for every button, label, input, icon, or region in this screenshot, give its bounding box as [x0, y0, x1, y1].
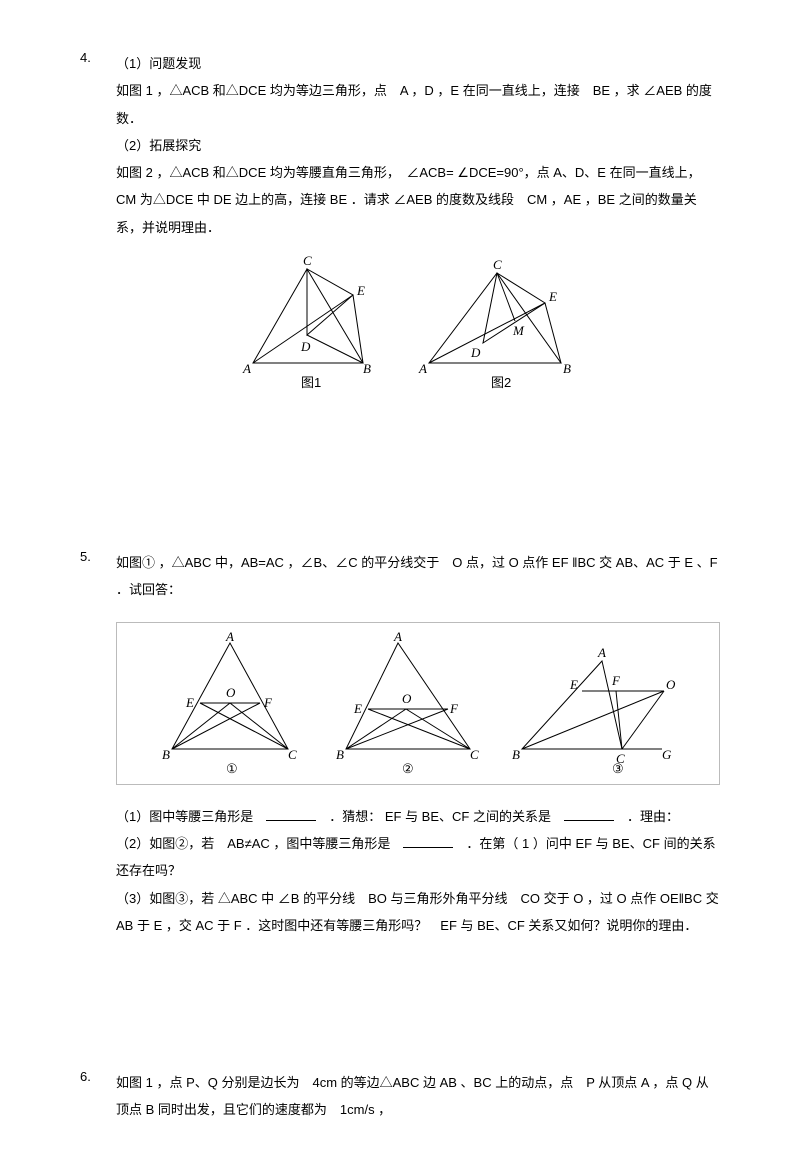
svg-text:D: D	[300, 339, 311, 354]
figure-label: ②	[402, 761, 414, 776]
figure-3b: A B C E F O ②	[328, 631, 488, 776]
svg-text:B: B	[512, 747, 520, 762]
figure-label: ①	[226, 761, 238, 776]
text-line: （2）如图②，若 AB≠AC ，图中等腰三角形是 ．在第（ 1 ）问中 EF 与…	[116, 830, 720, 885]
problem-5: 5. 如图① ，△ABC 中，AB=AC ，∠B、∠C 的平分线交于 O 点，过…	[80, 549, 720, 939]
text: ．猜想： EF 与 BE、CF 之间的关系是	[316, 809, 564, 824]
figure-row: A B C D E 图1	[116, 255, 720, 395]
text-line: 如图 1 ，△ACB 和△DCE 均为等边三角形，点 A ，D ，E 在同一直线…	[116, 77, 720, 132]
fill-blank	[266, 807, 316, 821]
svg-text:E: E	[548, 289, 557, 304]
problem-number: 5.	[80, 549, 116, 939]
svg-text:C: C	[470, 747, 479, 762]
figure-2: A B C D E M 图2	[411, 255, 601, 395]
text-line: 如图① ，△ABC 中，AB=AC ，∠B、∠C 的平分线交于 O 点，过 O …	[116, 549, 720, 604]
svg-text:D: D	[470, 345, 481, 360]
svg-text:A: A	[418, 361, 427, 376]
fill-blank	[403, 834, 453, 848]
fill-blank	[564, 807, 614, 821]
svg-text:B: B	[162, 747, 170, 762]
text-line: （1）问题发现	[116, 50, 720, 77]
figure-row: A B C E F O ①	[116, 622, 720, 785]
svg-text:E: E	[185, 695, 194, 710]
svg-text:A: A	[393, 631, 402, 644]
svg-text:G: G	[662, 747, 672, 762]
svg-text:O: O	[402, 691, 412, 706]
svg-text:E: E	[569, 677, 578, 692]
svg-text:F: F	[449, 701, 459, 716]
text: ．理由：	[614, 809, 679, 824]
svg-text:F: F	[263, 695, 273, 710]
spacer	[80, 459, 720, 549]
svg-text:O: O	[666, 677, 676, 692]
problem-body: 如图 1 ，点 P、Q 分别是边长为 4cm 的等边△ABC 边 AB 、BC …	[116, 1069, 720, 1124]
svg-text:F: F	[611, 673, 621, 688]
figure-1: A B C D E 图1	[235, 255, 395, 395]
problem-4: 4. （1）问题发现 如图 1 ，△ACB 和△DCE 均为等边三角形，点 A …	[80, 50, 720, 409]
svg-text:B: B	[336, 747, 344, 762]
svg-text:C: C	[288, 747, 297, 762]
problem-number: 6.	[80, 1069, 116, 1124]
text-line: 如图 1 ，点 P、Q 分别是边长为 4cm 的等边△ABC 边 AB 、BC …	[116, 1069, 720, 1124]
svg-text:O: O	[226, 685, 236, 700]
text: （2）如图②，若 AB≠AC ，图中等腰三角形是	[116, 836, 403, 851]
svg-text:A: A	[597, 645, 606, 660]
text-line: （3）如图③，若 △ABC 中 ∠B 的平分线 BO 与三角形外角平分线 CO …	[116, 885, 720, 940]
svg-text:B: B	[363, 361, 371, 376]
svg-text:E: E	[353, 701, 362, 716]
text-line: 如图 2 ，△ACB 和△DCE 均为等腰直角三角形， ∠ACB= ∠DCE=9…	[116, 159, 720, 241]
problem-number: 4.	[80, 50, 116, 409]
page: 4. （1）问题发现 如图 1 ，△ACB 和△DCE 均为等边三角形，点 A …	[0, 0, 800, 1164]
figure-label: ③	[612, 761, 624, 776]
svg-text:A: A	[242, 361, 251, 376]
svg-text:E: E	[356, 283, 365, 298]
text: （1）图中等腰三角形是	[116, 809, 266, 824]
svg-text:C: C	[303, 255, 312, 268]
figure-3a: A B C E F O ①	[152, 631, 312, 776]
problem-body: （1）问题发现 如图 1 ，△ACB 和△DCE 均为等边三角形，点 A ，D …	[116, 50, 720, 409]
svg-text:M: M	[512, 323, 525, 338]
figure-3c: A B C G E F O ③	[504, 631, 684, 776]
text-line: （1）图中等腰三角形是 ．猜想： EF 与 BE、CF 之间的关系是 ．理由：	[116, 803, 720, 830]
svg-text:B: B	[563, 361, 571, 376]
figure-label: 图2	[491, 375, 511, 390]
problem-6: 6. 如图 1 ，点 P、Q 分别是边长为 4cm 的等边△ABC 边 AB 、…	[80, 1069, 720, 1124]
figure-label: 图1	[301, 375, 321, 390]
svg-text:C: C	[493, 257, 502, 272]
spacer	[80, 989, 720, 1069]
svg-text:A: A	[225, 631, 234, 644]
problem-body: 如图① ，△ABC 中，AB=AC ，∠B、∠C 的平分线交于 O 点，过 O …	[116, 549, 720, 939]
text-line: （2）拓展探究	[116, 132, 720, 159]
